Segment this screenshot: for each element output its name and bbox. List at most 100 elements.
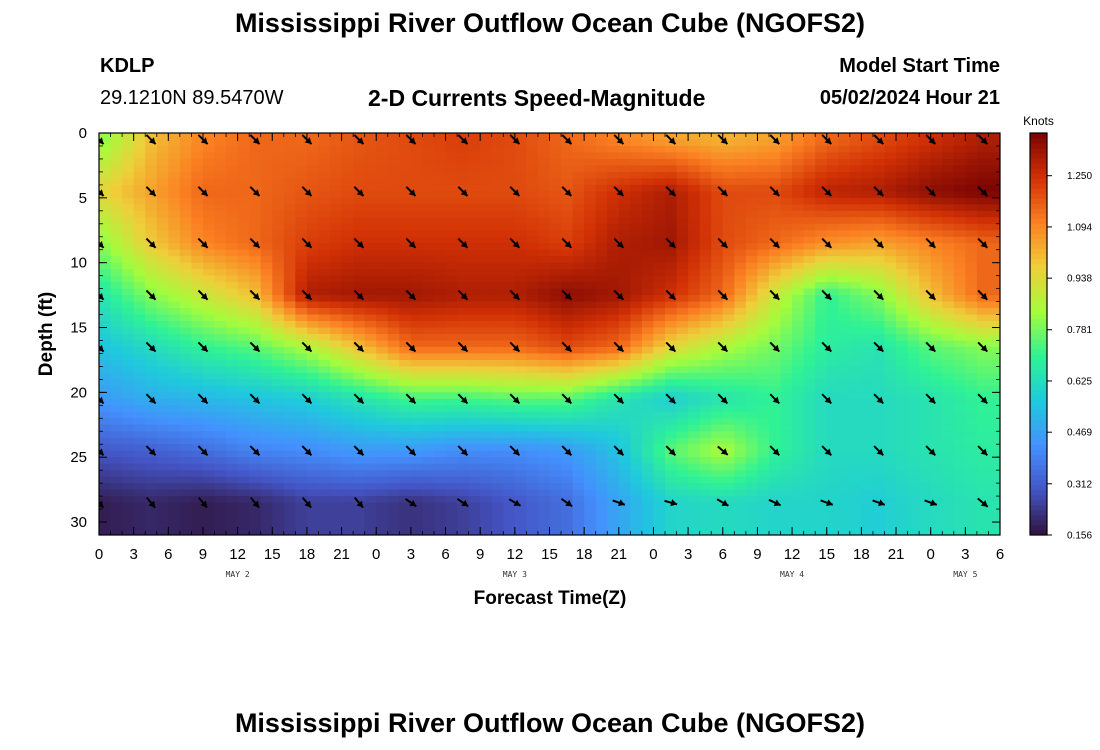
- heatmap-cell: [965, 418, 978, 426]
- heatmap-cell: [491, 262, 504, 270]
- heatmap-cell: [318, 301, 331, 309]
- heatmap-cell: [491, 411, 504, 419]
- heatmap-cell: [399, 353, 412, 361]
- heatmap-cell: [584, 372, 597, 380]
- heatmap-cell: [295, 476, 308, 484]
- heatmap-cell: [145, 321, 158, 329]
- heatmap-cell: [676, 327, 689, 335]
- heatmap-cell: [768, 249, 782, 257]
- heatmap-cell: [953, 230, 966, 238]
- heatmap-cell: [780, 470, 793, 478]
- current-arrow: [457, 186, 469, 197]
- heatmap-cell: [387, 158, 400, 167]
- current-arrow: [509, 186, 521, 197]
- heatmap-cell: [641, 340, 655, 348]
- heatmap-cell: [133, 509, 146, 517]
- heatmap-cell: [942, 139, 955, 147]
- heatmap-cell: [780, 178, 793, 186]
- heatmap-cell: [549, 470, 562, 478]
- heatmap-cell: [249, 470, 262, 478]
- heatmap-cell: [445, 463, 458, 471]
- heatmap-cell: [849, 528, 862, 535]
- heatmap-cell: [953, 340, 966, 348]
- heatmap-cell: [884, 165, 897, 173]
- heatmap-cell: [607, 223, 620, 231]
- heatmap-cell: [202, 269, 216, 277]
- heatmap-cell: [491, 392, 504, 400]
- heatmap-cell: [595, 256, 608, 264]
- heatmap-cell: [584, 184, 597, 192]
- heatmap-cell: [942, 509, 955, 517]
- heatmap-cell: [930, 470, 943, 478]
- heatmap-cell: [306, 204, 320, 212]
- heatmap-cell: [468, 133, 481, 141]
- heatmap-cell: [919, 256, 932, 264]
- heatmap-cell: [364, 334, 377, 342]
- heatmap-cell: [133, 437, 146, 445]
- heatmap-cell: [399, 275, 412, 283]
- heatmap-cell: [688, 379, 701, 387]
- heatmap-cell: [930, 502, 943, 510]
- heatmap-cell: [768, 418, 782, 426]
- heatmap-cell: [768, 171, 782, 179]
- heatmap-cell: [930, 158, 943, 167]
- heatmap-cell: [630, 288, 643, 296]
- heatmap-cell: [468, 489, 481, 497]
- heatmap-cell: [653, 301, 666, 309]
- heatmap-cell: [734, 379, 747, 387]
- heatmap-cell: [249, 327, 262, 335]
- heatmap-cell: [283, 217, 296, 225]
- current-arrow: [457, 134, 469, 145]
- heatmap-cell: [988, 346, 1000, 355]
- heatmap-cell: [641, 249, 655, 257]
- heatmap-cell: [896, 152, 909, 160]
- heatmap-cell: [214, 385, 227, 393]
- heatmap-cell: [803, 249, 816, 257]
- heatmap-cell: [353, 366, 366, 374]
- heatmap-cell: [711, 282, 724, 290]
- heatmap-cell: [99, 184, 112, 192]
- heatmap-cell: [688, 346, 701, 355]
- heatmap-cell: [976, 217, 990, 225]
- heatmap-cell: [699, 470, 712, 478]
- heatmap-cell: [330, 334, 343, 342]
- heatmap-cell: [641, 424, 655, 432]
- heatmap-cell: [815, 502, 828, 510]
- heatmap-cell: [595, 359, 608, 368]
- heatmap-cell: [676, 431, 689, 439]
- heatmap-cell: [572, 392, 585, 400]
- heatmap-cell: [526, 463, 539, 471]
- heatmap-cell: [838, 152, 851, 160]
- heatmap-cell: [549, 152, 562, 160]
- heatmap-cell: [295, 528, 308, 535]
- heatmap-cell: [815, 133, 828, 141]
- heatmap-cell: [341, 502, 354, 510]
- heatmap-cell: [745, 489, 759, 497]
- heatmap-cell: [468, 379, 481, 387]
- heatmap-cell: [872, 256, 886, 264]
- heatmap-cell: [976, 256, 990, 264]
- heatmap-cell: [341, 308, 354, 316]
- heatmap-cell: [572, 262, 585, 270]
- heatmap-cell: [168, 165, 181, 173]
- heatmap-cell: [965, 282, 978, 290]
- heatmap-cell: [145, 450, 158, 458]
- heatmap-cell: [272, 385, 285, 393]
- heatmap-cell: [433, 262, 447, 270]
- heatmap-cell: [376, 515, 389, 523]
- heatmap-cell: [526, 372, 539, 380]
- heatmap-cell: [491, 418, 504, 426]
- heatmap-cell: [433, 243, 447, 251]
- heatmap-cell: [688, 340, 701, 348]
- heatmap-cell: [110, 470, 123, 478]
- heatmap-cell: [896, 327, 909, 335]
- heatmap-cell: [595, 496, 608, 504]
- heatmap-cell: [896, 301, 909, 309]
- heatmap-cell: [653, 340, 666, 348]
- heatmap-cell: [110, 308, 123, 316]
- heatmap-cell: [249, 301, 262, 309]
- heatmap-cell: [745, 502, 759, 510]
- heatmap-cell: [826, 236, 839, 244]
- heatmap-cell: [410, 489, 424, 497]
- heatmap-cell: [341, 145, 354, 154]
